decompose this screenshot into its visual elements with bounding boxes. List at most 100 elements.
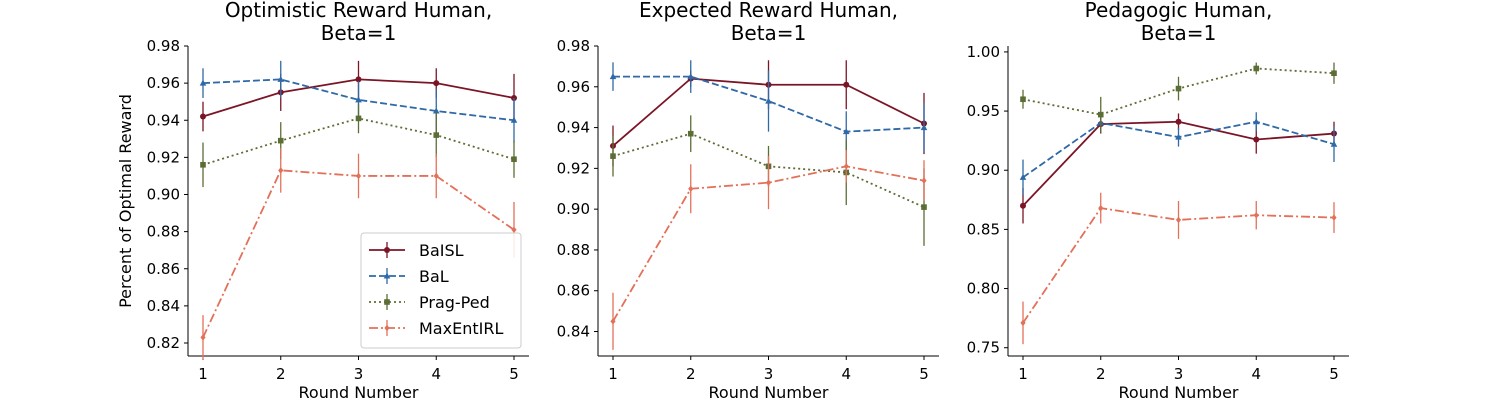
- x-tick-label: 3: [354, 365, 364, 383]
- y-tick-label: 0.92: [147, 148, 180, 166]
- data-point: [1252, 118, 1260, 125]
- series-prag-ped: [1020, 62, 1337, 133]
- series-line: [613, 75, 925, 133]
- data-point: [1020, 319, 1026, 327]
- y-tick-label: 0.82: [147, 334, 180, 352]
- data-point: [688, 185, 694, 192]
- chart-panel-2: 0.84 0.86 0.88 0.90 0.92 0.94 0.96 0.98 1 2 3 4 5 Exp…: [557, 0, 939, 400]
- data-point: [1175, 133, 1182, 140]
- series-prag-ped: [200, 103, 517, 188]
- x-tick-label: 4: [431, 365, 441, 383]
- data-point: [355, 76, 362, 83]
- series-bal: [609, 60, 928, 153]
- data-point: [921, 177, 927, 184]
- data-point: [1331, 70, 1337, 77]
- data-point: [277, 75, 285, 82]
- data-point: [765, 179, 772, 186]
- x-tick-label: 5: [919, 365, 929, 383]
- series-maxentirl: [1020, 192, 1337, 345]
- legend-marker: [383, 272, 391, 279]
- x-tick-label: 3: [1174, 365, 1184, 383]
- legend-item: BaISL: [369, 241, 464, 260]
- x-tick-label: 5: [509, 365, 519, 383]
- y-tick-label: 0.88: [147, 223, 180, 241]
- y-tick-label: 0.85: [967, 220, 1000, 238]
- x-axis-label: Round Number: [299, 383, 419, 400]
- data-point: [1175, 85, 1182, 92]
- data-point: [1020, 96, 1026, 103]
- data-point: [610, 318, 616, 325]
- data-point: [200, 113, 206, 120]
- data-point: [1097, 111, 1104, 118]
- data-point: [433, 80, 440, 87]
- chart-panel-3: 0.75 0.80 0.85 0.90 0.95 1.00 1 2 3 4 5 Pedagogic H…: [967, 0, 1349, 400]
- y-tick-label: 0.94: [557, 119, 590, 137]
- data-point: [687, 73, 695, 80]
- data-point: [843, 81, 850, 88]
- y-tick-label: 0.88: [557, 241, 590, 259]
- y-tick-label: 0.86: [147, 260, 180, 278]
- series-line: [202, 78, 515, 122]
- data-point: [921, 204, 927, 210]
- legend-item: BaL: [369, 267, 449, 286]
- chart-title-line: Beta=1: [1141, 21, 1217, 45]
- data-point: [355, 96, 362, 103]
- data-point: [1098, 204, 1104, 212]
- data-point: [843, 163, 849, 170]
- y-tick-label: 0.84: [147, 297, 180, 315]
- y-tick-label: 0.84: [557, 323, 590, 341]
- x-tick-label: 4: [1251, 365, 1261, 383]
- data-point: [1175, 118, 1182, 125]
- data-point: [1253, 136, 1260, 143]
- y-tick-label: 0.94: [147, 111, 180, 129]
- x-tick-label: 1: [198, 365, 208, 383]
- data-point: [432, 107, 440, 114]
- chart-title-line: Expected Reward Human,: [639, 0, 898, 22]
- legend-box: [360, 232, 522, 349]
- data-point: [1330, 140, 1338, 147]
- x-tick-label: 2: [276, 365, 286, 383]
- data-point: [277, 137, 284, 144]
- data-point: [433, 172, 439, 180]
- legend-item: Prag-Ped: [369, 293, 490, 312]
- data-point: [511, 226, 517, 233]
- x-tick-label: 1: [1018, 365, 1028, 383]
- legend-label: MaxEntIRL: [419, 319, 503, 338]
- chart-title-line: Pedagogic Human,: [1085, 0, 1273, 22]
- y-tick-label: 0.75: [967, 339, 1000, 357]
- legend-label: BaISL: [419, 241, 464, 260]
- series-maxentirl: [200, 148, 517, 360]
- x-axis-label: Round Number: [709, 383, 829, 400]
- series-maxentirl: [610, 150, 927, 350]
- data-point: [200, 334, 206, 341]
- series-line: [612, 165, 925, 322]
- data-point: [920, 124, 928, 131]
- x-tick-label: 4: [841, 365, 851, 383]
- data-point: [355, 172, 362, 180]
- legend: BaISL BaL Prag-Ped MaxEntIRL: [360, 232, 522, 349]
- data-point: [511, 156, 517, 163]
- chart-title-line: Beta=1: [321, 21, 397, 45]
- data-point: [610, 153, 616, 159]
- legend-label: Prag-Ped: [419, 293, 490, 312]
- chart-title-line: Beta=1: [731, 21, 807, 45]
- series-bal: [199, 60, 518, 143]
- legend-marker: [384, 324, 390, 332]
- y-tick-label: 0.90: [147, 186, 180, 204]
- data-point: [199, 79, 207, 86]
- legend-marker: [384, 299, 390, 305]
- y-tick-label: 0.96: [557, 78, 590, 96]
- y-tick-label: 0.98: [147, 37, 180, 55]
- legend-marker: [384, 247, 390, 253]
- x-tick-label: 2: [686, 365, 696, 383]
- chart-panel-1: 0.82 0.84 0.86 0.88 0.90 0.92 0.94 0.96 0.98 1 2 3 4…: [116, 0, 529, 400]
- y-axis-label: Percent of Optimal Reward: [116, 94, 135, 308]
- data-point: [355, 115, 362, 122]
- x-tick-label: 3: [764, 365, 774, 383]
- data-point: [1020, 202, 1026, 209]
- x-tick-label: 1: [608, 365, 618, 383]
- data-point: [687, 130, 694, 137]
- x-tick-label: 2: [1096, 365, 1106, 383]
